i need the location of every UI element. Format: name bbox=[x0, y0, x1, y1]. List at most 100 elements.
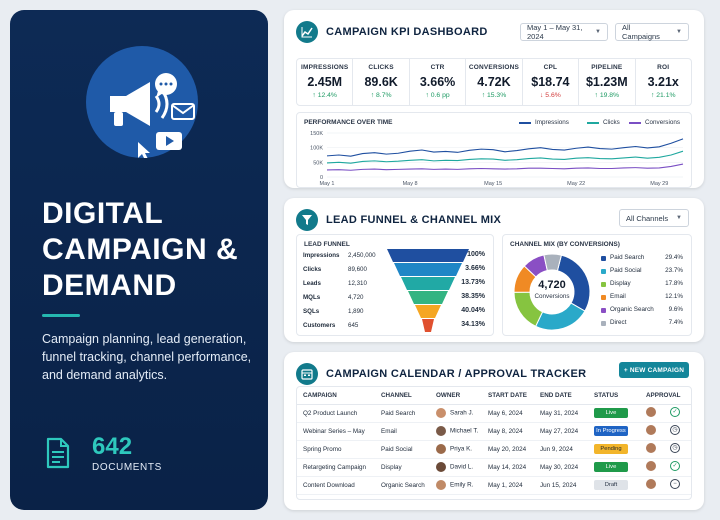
end-date: Jun 15, 2024 bbox=[534, 476, 588, 495]
table-row[interactable]: Retargeting Campaign Display David L. Ma… bbox=[297, 458, 691, 477]
campaign-channel: Paid Search bbox=[375, 404, 430, 423]
funnel-value: 1,890 bbox=[348, 308, 364, 315]
approval-cell: ◷ bbox=[640, 440, 691, 459]
kpi-dashboard-card: CAMPAIGN KPI DASHBOARD May 1 – May 31, 2… bbox=[284, 10, 704, 188]
kpi-delta: ↑ 15.3% bbox=[481, 92, 507, 99]
kpi-label: CONVERSIONS bbox=[468, 64, 520, 71]
campaign-name[interactable]: Retargeting Campaign bbox=[297, 458, 375, 477]
kpi-delta: ↓ 5.6% bbox=[540, 92, 561, 99]
mix-row-paid-search: Paid Search 29.4% bbox=[601, 253, 683, 263]
funnel-row-customers: Customers 645 bbox=[303, 321, 493, 331]
avatar bbox=[436, 480, 446, 490]
column-header[interactable]: APPROVAL bbox=[640, 387, 691, 405]
column-header[interactable]: STATUS bbox=[588, 387, 640, 405]
funnel-band-sqls bbox=[415, 305, 441, 318]
end-date: May 27, 2024 bbox=[534, 422, 588, 441]
owner-cell: Priya K. bbox=[430, 440, 482, 459]
check-circle-icon[interactable]: ✓ bbox=[670, 461, 680, 471]
clock-icon[interactable]: ◷ bbox=[670, 443, 680, 453]
clock-icon[interactable]: ◷ bbox=[670, 425, 680, 435]
legend-label: Clicks bbox=[603, 119, 620, 126]
campaign-name[interactable]: Content Download bbox=[297, 476, 375, 495]
column-header[interactable]: OWNER bbox=[430, 387, 482, 405]
campaign-name[interactable]: Webinar Series – May bbox=[297, 422, 375, 441]
funnel-pct: 38.35% bbox=[461, 293, 485, 300]
mix-pct: 9.6% bbox=[668, 306, 683, 313]
approval-cell: ✓ bbox=[640, 404, 691, 423]
channel-filter-select[interactable]: All Channels ▼ bbox=[619, 209, 689, 227]
kpi-value: 2.45M bbox=[307, 75, 343, 89]
play-video-icon bbox=[156, 132, 182, 150]
owner-cell: Sarah J. bbox=[430, 404, 482, 423]
mix-channel: Email bbox=[610, 293, 626, 300]
funnel-pct: 100% bbox=[467, 251, 485, 258]
funnel-band-customers bbox=[422, 319, 434, 332]
status-badge: Live bbox=[594, 408, 628, 418]
kpi-ctr: CTR 3.66% ↑ 0.6 pp bbox=[410, 59, 467, 105]
date-range-select[interactable]: May 1 – May 31, 2024 ▼ bbox=[520, 23, 608, 41]
funnel-row-clicks: Clicks 89,600 bbox=[303, 265, 493, 275]
funnel-pct: 13.73% bbox=[461, 279, 485, 286]
approval-cell: ◷ bbox=[640, 422, 691, 441]
donut-slice-paid-social bbox=[534, 302, 586, 331]
funnel-pct: 3.66% bbox=[465, 265, 485, 272]
funnel-stage: Leads bbox=[303, 280, 321, 287]
end-date: May 30, 2024 bbox=[534, 458, 588, 477]
minus-circle-icon[interactable]: − bbox=[670, 479, 680, 489]
campaign-filter-select[interactable]: All Campaigns ▼ bbox=[615, 23, 689, 41]
campaign-name[interactable]: Spring Promo bbox=[297, 440, 375, 459]
funnel-mix-title: LEAD FUNNEL & CHANNEL MIX bbox=[326, 214, 502, 226]
document-count: 642 bbox=[92, 433, 133, 460]
kpi-cpl: CPL $18.74 ↓ 5.6% bbox=[523, 59, 580, 105]
mix-row-organic-search: Organic Search 9.6% bbox=[601, 305, 683, 315]
chat-bubble-icon bbox=[155, 73, 177, 98]
hero-illustration bbox=[86, 46, 198, 158]
kpi-value: 89.6K bbox=[364, 75, 398, 89]
column-header[interactable]: CAMPAIGN bbox=[297, 387, 375, 405]
owner-cell: David L. bbox=[430, 458, 482, 477]
kpi-delta: ↑ 12.4% bbox=[312, 92, 337, 99]
funnel-mix-card: LEAD FUNNEL & CHANNEL MIX All Channels ▼… bbox=[284, 198, 704, 342]
funnel-band-mqls bbox=[408, 291, 448, 304]
legend-conversions: Conversions bbox=[629, 119, 680, 126]
funnel-row-mqls: MQLs 4,720 bbox=[303, 293, 493, 303]
funnel-value: 89,600 bbox=[348, 266, 367, 273]
mix-row-email: Email 12.1% bbox=[601, 292, 683, 302]
mix-pct: 23.7% bbox=[665, 267, 683, 274]
kpi-conversions: CONVERSIONS 4.72K ↑ 15.3% bbox=[466, 59, 523, 105]
funnel-row-leads: Leads 12,310 bbox=[303, 279, 493, 289]
x-tick-label: May 8 bbox=[403, 181, 418, 187]
kpi-label: PIPELINE bbox=[591, 64, 623, 71]
funnel-pct: 40.04% bbox=[461, 307, 485, 314]
kpi-label: CPL bbox=[543, 64, 558, 71]
avatar bbox=[436, 426, 446, 436]
owner-name: Sarah J. bbox=[450, 409, 474, 417]
check-circle-icon[interactable]: ✓ bbox=[670, 407, 680, 417]
column-header[interactable]: CHANNEL bbox=[375, 387, 430, 405]
legend-label: Impressions bbox=[535, 119, 569, 126]
new-campaign-button[interactable]: + NEW CAMPAIGN bbox=[619, 362, 689, 378]
channel-mix-donut bbox=[513, 253, 591, 331]
mix-row-direct: Direct 7.4% bbox=[601, 318, 683, 328]
document-icon bbox=[46, 437, 70, 469]
chevron-down-icon: ▼ bbox=[676, 29, 682, 35]
chevron-down-icon: ▼ bbox=[676, 215, 682, 221]
table-row[interactable]: Spring Promo Paid Social Priya K. May 20… bbox=[297, 440, 691, 459]
table-row[interactable]: Webinar Series – May Email Michael T. Ma… bbox=[297, 422, 691, 441]
column-header[interactable]: END DATE bbox=[534, 387, 588, 405]
lead-funnel-panel: LEAD FUNNEL Impressions 2,450,000 Clicks 8… bbox=[296, 234, 494, 336]
status-cell: In Progress bbox=[588, 422, 640, 441]
mix-pct: 7.4% bbox=[668, 319, 683, 326]
mix-channel: Paid Social bbox=[610, 267, 642, 274]
table-row[interactable]: Q2 Product Launch Paid Search Sarah J. M… bbox=[297, 404, 691, 423]
column-header[interactable]: START DATE bbox=[482, 387, 534, 405]
campaign-name[interactable]: Q2 Product Launch bbox=[297, 404, 375, 423]
kpi-dashboard-title: CAMPAIGN KPI DASHBOARD bbox=[326, 26, 488, 38]
funnel-stage: SQLs bbox=[303, 308, 320, 315]
start-date: May 6, 2024 bbox=[482, 404, 534, 423]
table-row[interactable]: Content Download Organic Search Emily R.… bbox=[297, 476, 691, 495]
series-line-impressions bbox=[326, 138, 684, 157]
cursor-icon bbox=[138, 142, 150, 158]
status-cell: Pending bbox=[588, 440, 640, 459]
